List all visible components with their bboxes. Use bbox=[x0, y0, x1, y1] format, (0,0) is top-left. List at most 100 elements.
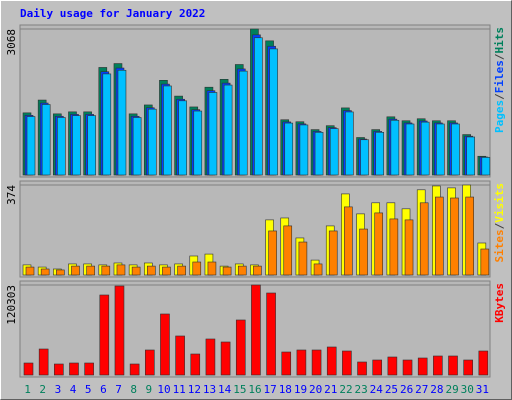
bar bbox=[405, 123, 415, 176]
bar bbox=[40, 268, 50, 276]
x-tick-label: 25 bbox=[385, 383, 398, 396]
bar bbox=[84, 362, 94, 376]
y-tick-label: 374 bbox=[5, 185, 18, 205]
legend-entry: Sites bbox=[493, 229, 506, 262]
bar bbox=[389, 218, 399, 276]
y-tick-label: 120303 bbox=[5, 285, 18, 325]
bar bbox=[359, 228, 368, 276]
bar bbox=[480, 248, 490, 276]
bar bbox=[266, 292, 276, 376]
bar bbox=[102, 73, 112, 176]
legend-entry: Hits bbox=[493, 27, 506, 54]
bar bbox=[450, 197, 459, 276]
bar bbox=[357, 361, 367, 376]
bar bbox=[117, 69, 127, 176]
bar bbox=[254, 37, 263, 176]
bar bbox=[298, 241, 308, 276]
bar bbox=[129, 363, 140, 376]
bar bbox=[466, 136, 475, 176]
bar bbox=[69, 362, 79, 376]
bar bbox=[190, 353, 201, 376]
bar bbox=[435, 196, 444, 276]
x-tick-label: 10 bbox=[157, 383, 170, 396]
x-tick-label: 13 bbox=[203, 383, 216, 396]
x-tick-label: 1 bbox=[24, 383, 31, 396]
bar bbox=[56, 269, 65, 276]
bar bbox=[72, 115, 81, 176]
x-tick-label: 18 bbox=[279, 383, 292, 396]
x-tick-label: 27 bbox=[415, 383, 428, 396]
legend-entry: Files bbox=[493, 60, 506, 93]
bar bbox=[160, 313, 170, 376]
legend-separator: / bbox=[493, 93, 506, 100]
bar bbox=[404, 219, 414, 276]
x-tick-label: 3 bbox=[55, 383, 62, 396]
x-tick-label: 23 bbox=[355, 383, 368, 396]
bar bbox=[25, 266, 35, 276]
bar bbox=[99, 294, 110, 376]
x-tick-label: 21 bbox=[324, 383, 337, 396]
bar bbox=[101, 265, 111, 276]
legend: Pages/Files/Hits bbox=[493, 27, 506, 133]
bar bbox=[132, 117, 142, 176]
bar bbox=[114, 285, 125, 376]
bar bbox=[220, 341, 231, 376]
bar bbox=[284, 122, 294, 176]
bar bbox=[448, 355, 458, 376]
x-tick-label: 24 bbox=[370, 383, 384, 396]
bar bbox=[481, 157, 491, 176]
bar bbox=[86, 265, 95, 276]
bar bbox=[311, 349, 322, 376]
bar bbox=[223, 84, 233, 176]
bar bbox=[87, 115, 96, 176]
bar bbox=[178, 100, 187, 176]
bar bbox=[192, 261, 202, 276]
bar bbox=[162, 266, 171, 276]
bar bbox=[436, 123, 445, 176]
legend-separator: / bbox=[493, 222, 506, 229]
x-tick-label: 6 bbox=[100, 383, 107, 396]
bar bbox=[478, 350, 489, 376]
bar bbox=[283, 225, 293, 276]
bar bbox=[433, 355, 443, 376]
bar bbox=[237, 265, 247, 276]
x-tick-label: 17 bbox=[264, 383, 277, 396]
legend-entry: KBytes bbox=[493, 283, 506, 323]
legend: Sites/Visits bbox=[493, 183, 506, 263]
x-tick-label: 30 bbox=[461, 383, 474, 396]
bar bbox=[238, 70, 248, 176]
bar bbox=[299, 124, 309, 176]
bar bbox=[193, 110, 203, 176]
bar bbox=[26, 116, 36, 176]
bar bbox=[177, 265, 186, 276]
bar bbox=[57, 117, 66, 176]
bar bbox=[344, 206, 353, 276]
x-tick-label: 12 bbox=[188, 383, 201, 396]
bar bbox=[326, 346, 337, 376]
bar bbox=[402, 359, 413, 376]
bar bbox=[329, 128, 339, 176]
legend-entry: Pages bbox=[493, 100, 506, 133]
bar bbox=[251, 284, 261, 376]
bar bbox=[390, 119, 400, 176]
bar bbox=[296, 349, 307, 376]
x-tick-label: 8 bbox=[130, 383, 137, 396]
x-tick-label: 22 bbox=[339, 383, 352, 396]
bar bbox=[208, 92, 218, 176]
bar bbox=[71, 265, 80, 276]
bar bbox=[314, 132, 324, 176]
bar bbox=[419, 202, 429, 276]
x-tick-label: 4 bbox=[70, 383, 77, 396]
bar bbox=[342, 350, 352, 376]
bar bbox=[281, 351, 292, 376]
bar bbox=[144, 349, 155, 376]
bar bbox=[147, 108, 157, 176]
y-tick-label: 3068 bbox=[5, 29, 18, 56]
bar bbox=[313, 263, 323, 276]
bar bbox=[375, 132, 385, 176]
bar bbox=[465, 196, 474, 276]
bar bbox=[268, 230, 277, 276]
bar bbox=[205, 338, 216, 376]
